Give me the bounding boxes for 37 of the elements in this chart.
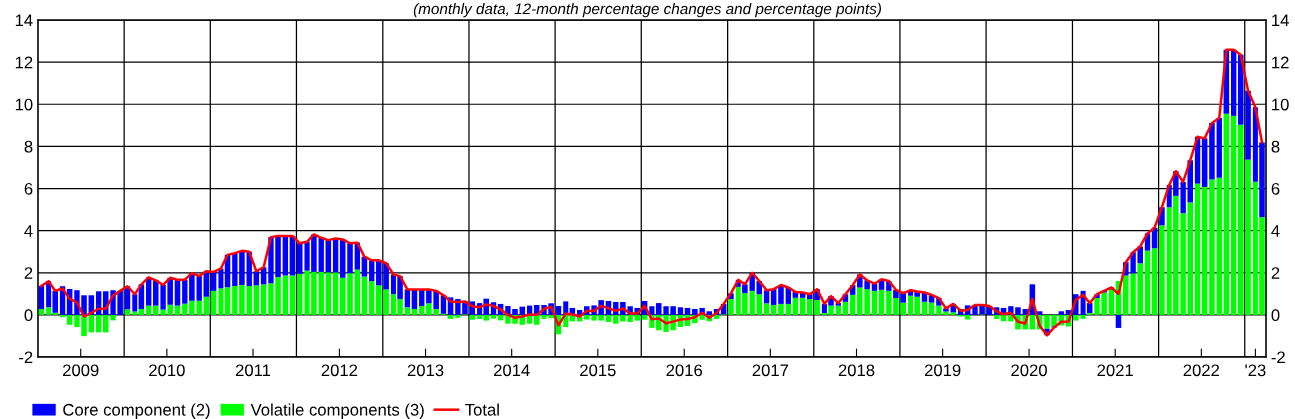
x-tick-label: 2013 bbox=[407, 364, 444, 377]
y-tick-label: 10 bbox=[15, 98, 33, 111]
y2-tick-label: 6 bbox=[1271, 182, 1280, 195]
y-tick-label: 4 bbox=[24, 225, 33, 237]
y-tick-label: 6 bbox=[24, 182, 33, 195]
x-tick-label: 2012 bbox=[321, 364, 358, 377]
x-tick-label: 2011 bbox=[235, 364, 271, 377]
y-tick-label: 8 bbox=[24, 140, 33, 153]
y2-tick-label: 4 bbox=[1271, 225, 1280, 237]
x-tick-label: 2022 bbox=[1183, 364, 1220, 377]
legend-label: Core component (2) bbox=[63, 403, 210, 419]
legend-label: Total bbox=[465, 403, 499, 416]
chart-subtitle: (monthly data, 12-month percentage changes and percentage points) bbox=[413, 3, 882, 18]
x-tick-label: 2017 bbox=[752, 364, 789, 377]
x-tick-label: 2018 bbox=[838, 364, 875, 377]
x-tick-label: '23 bbox=[1245, 364, 1266, 377]
x-tick-label: 2019 bbox=[924, 364, 961, 377]
y2-tick-label: -2 bbox=[1271, 351, 1285, 364]
y-tick-label: 12 bbox=[15, 56, 33, 69]
y2-tick-label: 0 bbox=[1271, 309, 1280, 322]
y-tick-label: 2 bbox=[24, 267, 33, 279]
x-tick-label: 2020 bbox=[1011, 364, 1047, 377]
y2-tick-label: 2 bbox=[1271, 267, 1280, 279]
x-tick-label: 2010 bbox=[149, 364, 185, 377]
y-tick-label: -2 bbox=[19, 351, 33, 364]
y2-tick-label: 14 bbox=[1272, 14, 1289, 27]
y2-tick-label: 12 bbox=[1272, 56, 1289, 69]
y-tick-label: 0 bbox=[24, 309, 33, 322]
y-tick-label: 14 bbox=[15, 14, 33, 27]
x-tick-label: 2016 bbox=[666, 364, 703, 377]
x-tick-label: 2009 bbox=[63, 364, 99, 377]
x-tick-label: 2014 bbox=[493, 364, 530, 377]
x-tick-label: 2021 bbox=[1097, 364, 1133, 377]
x-tick-label: 2015 bbox=[580, 364, 616, 377]
y2-tick-label: 10 bbox=[1272, 98, 1289, 111]
legend-label: Volatile components (3) bbox=[250, 403, 424, 419]
y2-tick-label: 8 bbox=[1271, 140, 1280, 153]
